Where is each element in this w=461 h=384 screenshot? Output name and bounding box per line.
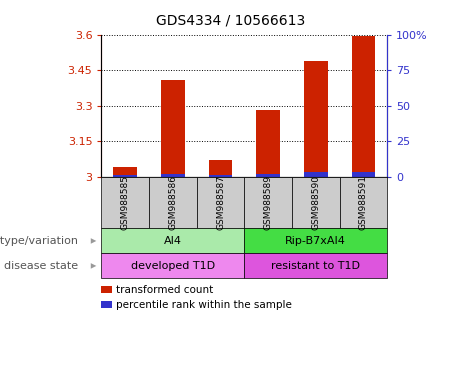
Text: GDS4334 / 10566613: GDS4334 / 10566613 [156, 13, 305, 27]
Bar [351, 36, 375, 177]
Bar [161, 174, 185, 177]
Bar [208, 174, 232, 177]
Text: genotype/variation: genotype/variation [0, 236, 78, 246]
Text: GSM988587: GSM988587 [216, 175, 225, 230]
Bar [161, 79, 185, 177]
Text: GSM988586: GSM988586 [168, 175, 177, 230]
Bar [256, 174, 280, 177]
Bar [256, 110, 280, 177]
Text: Rip-B7xAI4: Rip-B7xAI4 [285, 236, 346, 246]
Bar [208, 160, 232, 177]
Text: AI4: AI4 [164, 236, 182, 246]
Text: disease state: disease state [4, 261, 78, 271]
Bar [351, 172, 375, 177]
Text: GSM988589: GSM988589 [264, 175, 272, 230]
Text: developed T1D: developed T1D [131, 261, 215, 271]
Text: resistant to T1D: resistant to T1D [271, 261, 361, 271]
Bar [304, 172, 328, 177]
Bar [113, 174, 137, 177]
Bar [113, 167, 137, 177]
Text: transformed count: transformed count [116, 285, 213, 295]
Text: percentile rank within the sample: percentile rank within the sample [116, 300, 292, 310]
Bar [304, 61, 328, 177]
Text: GSM988585: GSM988585 [121, 175, 130, 230]
Text: GSM988591: GSM988591 [359, 175, 368, 230]
Text: GSM988590: GSM988590 [311, 175, 320, 230]
